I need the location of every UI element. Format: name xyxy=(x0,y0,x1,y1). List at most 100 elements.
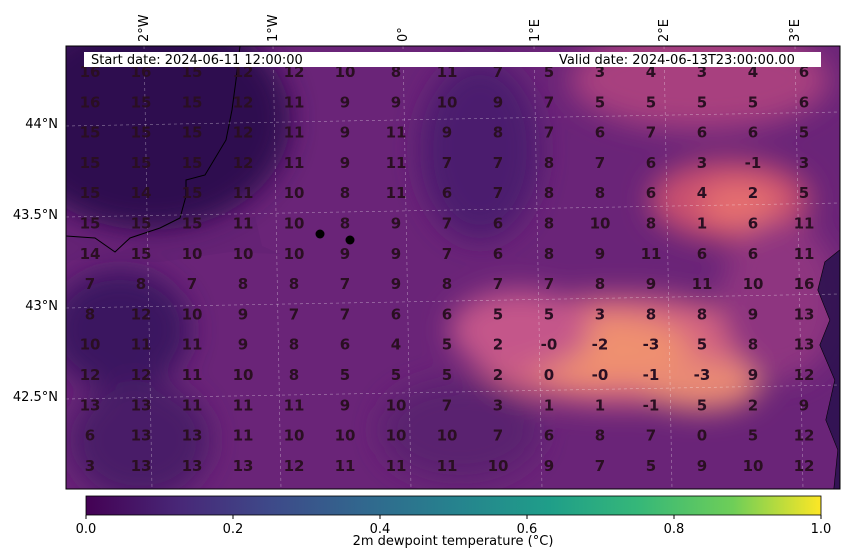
meridian-line xyxy=(794,46,804,489)
grid-value-r8-c10: 3 xyxy=(595,305,605,323)
grid-value-r6-c4: 10 xyxy=(284,245,305,263)
grid-value-r8-c11: 8 xyxy=(646,305,656,323)
meridian-line xyxy=(663,46,673,489)
grid-value-r3-c13: -1 xyxy=(745,154,762,172)
grid-value-r2-c0: 15 xyxy=(80,124,101,142)
grid-value-r2-c13: 6 xyxy=(748,124,758,142)
grid-value-r5-c8: 6 xyxy=(493,215,503,233)
grid-value-r11-c9: 1 xyxy=(544,396,554,414)
grid-value-r9-c12: 5 xyxy=(697,336,707,354)
grid-value-r5-c1: 15 xyxy=(131,215,152,233)
grid-value-r9-c7: 5 xyxy=(442,336,452,354)
grid-value-r12-c4: 10 xyxy=(284,427,305,445)
grid-value-r1-c5: 9 xyxy=(340,93,350,111)
grid-value-r2-c7: 9 xyxy=(442,124,452,142)
grid-value-r1-c11: 5 xyxy=(646,93,656,111)
grid-value-r9-c13: 8 xyxy=(748,336,758,354)
grid-value-r7-c6: 9 xyxy=(391,275,401,293)
grid-value-r12-c3: 11 xyxy=(233,427,254,445)
grid-value-r13-c9: 9 xyxy=(544,457,554,475)
grid-value-r14-c2: 14 xyxy=(182,487,203,505)
grid-value-r5-c0: 15 xyxy=(80,215,101,233)
grid-value-r10-c0: 12 xyxy=(80,366,101,384)
grid-value-r14-c14: 13 xyxy=(794,487,815,505)
grid-value-r1-c10: 5 xyxy=(595,93,605,111)
start-date: Start date: 2024-06-11 12:00:00 xyxy=(91,53,303,68)
grid-value-r11-c3: 11 xyxy=(233,396,254,414)
grid-value-r2-c10: 6 xyxy=(595,124,605,142)
grid-value-r14-c12: 10 xyxy=(692,487,713,505)
grid-value-r8-c13: 9 xyxy=(748,305,758,323)
grid-value-r11-c14: 9 xyxy=(799,396,809,414)
grid-value-r10-c5: 5 xyxy=(340,366,350,384)
grid-value-r14-c1: 9 xyxy=(136,487,146,505)
grid-value-r6-c3: 10 xyxy=(233,245,254,263)
grid-value-r3-c7: 7 xyxy=(442,154,452,172)
grid-value-r7-c0: 7 xyxy=(85,275,95,293)
grid-value-r2-c12: 6 xyxy=(697,124,707,142)
grid-value-r4-c5: 8 xyxy=(340,184,350,202)
grid-value-r3-c3: 12 xyxy=(233,154,254,172)
grid-value-r6-c2: 10 xyxy=(182,245,203,263)
grid-value-r4-c11: 6 xyxy=(646,184,656,202)
grid-value-r9-c10: -2 xyxy=(592,336,609,354)
grid-value-r4-c0: 15 xyxy=(80,184,101,202)
grid-value-r10-c11: -1 xyxy=(643,366,660,384)
grid-value-r13-c7: 11 xyxy=(437,457,458,475)
grid-value-r11-c10: 1 xyxy=(595,396,605,414)
grid-value-r2-c5: 9 xyxy=(340,124,350,142)
grid-value-r9-c3: 9 xyxy=(238,336,248,354)
colorbar-tick-0: 0.0 xyxy=(76,522,97,537)
grid-value-r13-c14: 12 xyxy=(794,457,815,475)
grid-value-r8-c5: 7 xyxy=(340,305,350,323)
grid-value-r7-c9: 7 xyxy=(544,275,554,293)
grid-value-r3-c8: 7 xyxy=(493,154,503,172)
grid-value-r4-c7: 6 xyxy=(442,184,452,202)
grid-value-r13-c0: 3 xyxy=(85,457,95,475)
grid-value-r7-c10: 8 xyxy=(595,275,605,293)
grid-value-r2-c9: 7 xyxy=(544,124,554,142)
grid-value-r1-c13: 5 xyxy=(748,93,758,111)
grid-value-r14-c13: 10 xyxy=(743,487,764,505)
grid-value-r4-c13: 2 xyxy=(748,184,758,202)
grid-value-r3-c6: 11 xyxy=(386,154,407,172)
lon-label-3e: 3°E xyxy=(788,19,803,42)
grid-value-r0-c9: 5 xyxy=(544,63,554,81)
grid-value-r8-c4: 7 xyxy=(289,305,299,323)
grid-value-r14-c9: 10 xyxy=(539,487,560,505)
grid-value-r8-c2: 10 xyxy=(182,305,203,323)
lon-label-1w: 1°W xyxy=(266,14,281,42)
grid-value-r6-c11: 11 xyxy=(641,245,662,263)
grid-value-r14-c11: 9 xyxy=(646,487,656,505)
grid-value-r8-c12: 8 xyxy=(697,305,707,323)
grid-value-r4-c14: 5 xyxy=(799,184,809,202)
grid-value-r0-c0: 16 xyxy=(80,63,101,81)
grid-value-r3-c9: 8 xyxy=(544,154,554,172)
grid-value-r9-c6: 4 xyxy=(391,336,401,354)
grid-value-r0-c6: 8 xyxy=(391,63,401,81)
grid-value-r13-c6: 11 xyxy=(386,457,407,475)
grid-value-r11-c12: 5 xyxy=(697,396,707,414)
grid-value-r12-c0: 6 xyxy=(85,427,95,445)
lat-label-42-5n: 42.5°N xyxy=(13,390,58,405)
grid-value-r13-c8: 10 xyxy=(488,457,509,475)
grid-value-r4-c6: 11 xyxy=(386,184,407,202)
colorbar-tick-1: 0.2 xyxy=(223,522,244,537)
grid-value-r13-c2: 13 xyxy=(182,457,203,475)
grid-value-r3-c4: 11 xyxy=(284,154,305,172)
grid-value-r4-c2: 15 xyxy=(182,184,203,202)
grid-value-r12-c7: 10 xyxy=(437,427,458,445)
grid-value-r5-c4: 10 xyxy=(284,215,305,233)
grid-value-r0-c12: 3 xyxy=(697,63,707,81)
grid-value-r0-c13: 4 xyxy=(748,63,758,81)
land-north-spain xyxy=(66,216,280,262)
grid-value-r4-c1: 14 xyxy=(131,184,152,202)
grid-value-r12-c6: 10 xyxy=(386,427,407,445)
grid-value-r2-c2: 15 xyxy=(182,124,203,142)
grid-value-r3-c10: 7 xyxy=(595,154,605,172)
grid-value-r11-c1: 13 xyxy=(131,396,152,414)
grid-value-r0-c14: 6 xyxy=(799,63,809,81)
grid-value-r8-c3: 9 xyxy=(238,305,248,323)
colorbar-tick-3: 0.6 xyxy=(517,522,538,537)
